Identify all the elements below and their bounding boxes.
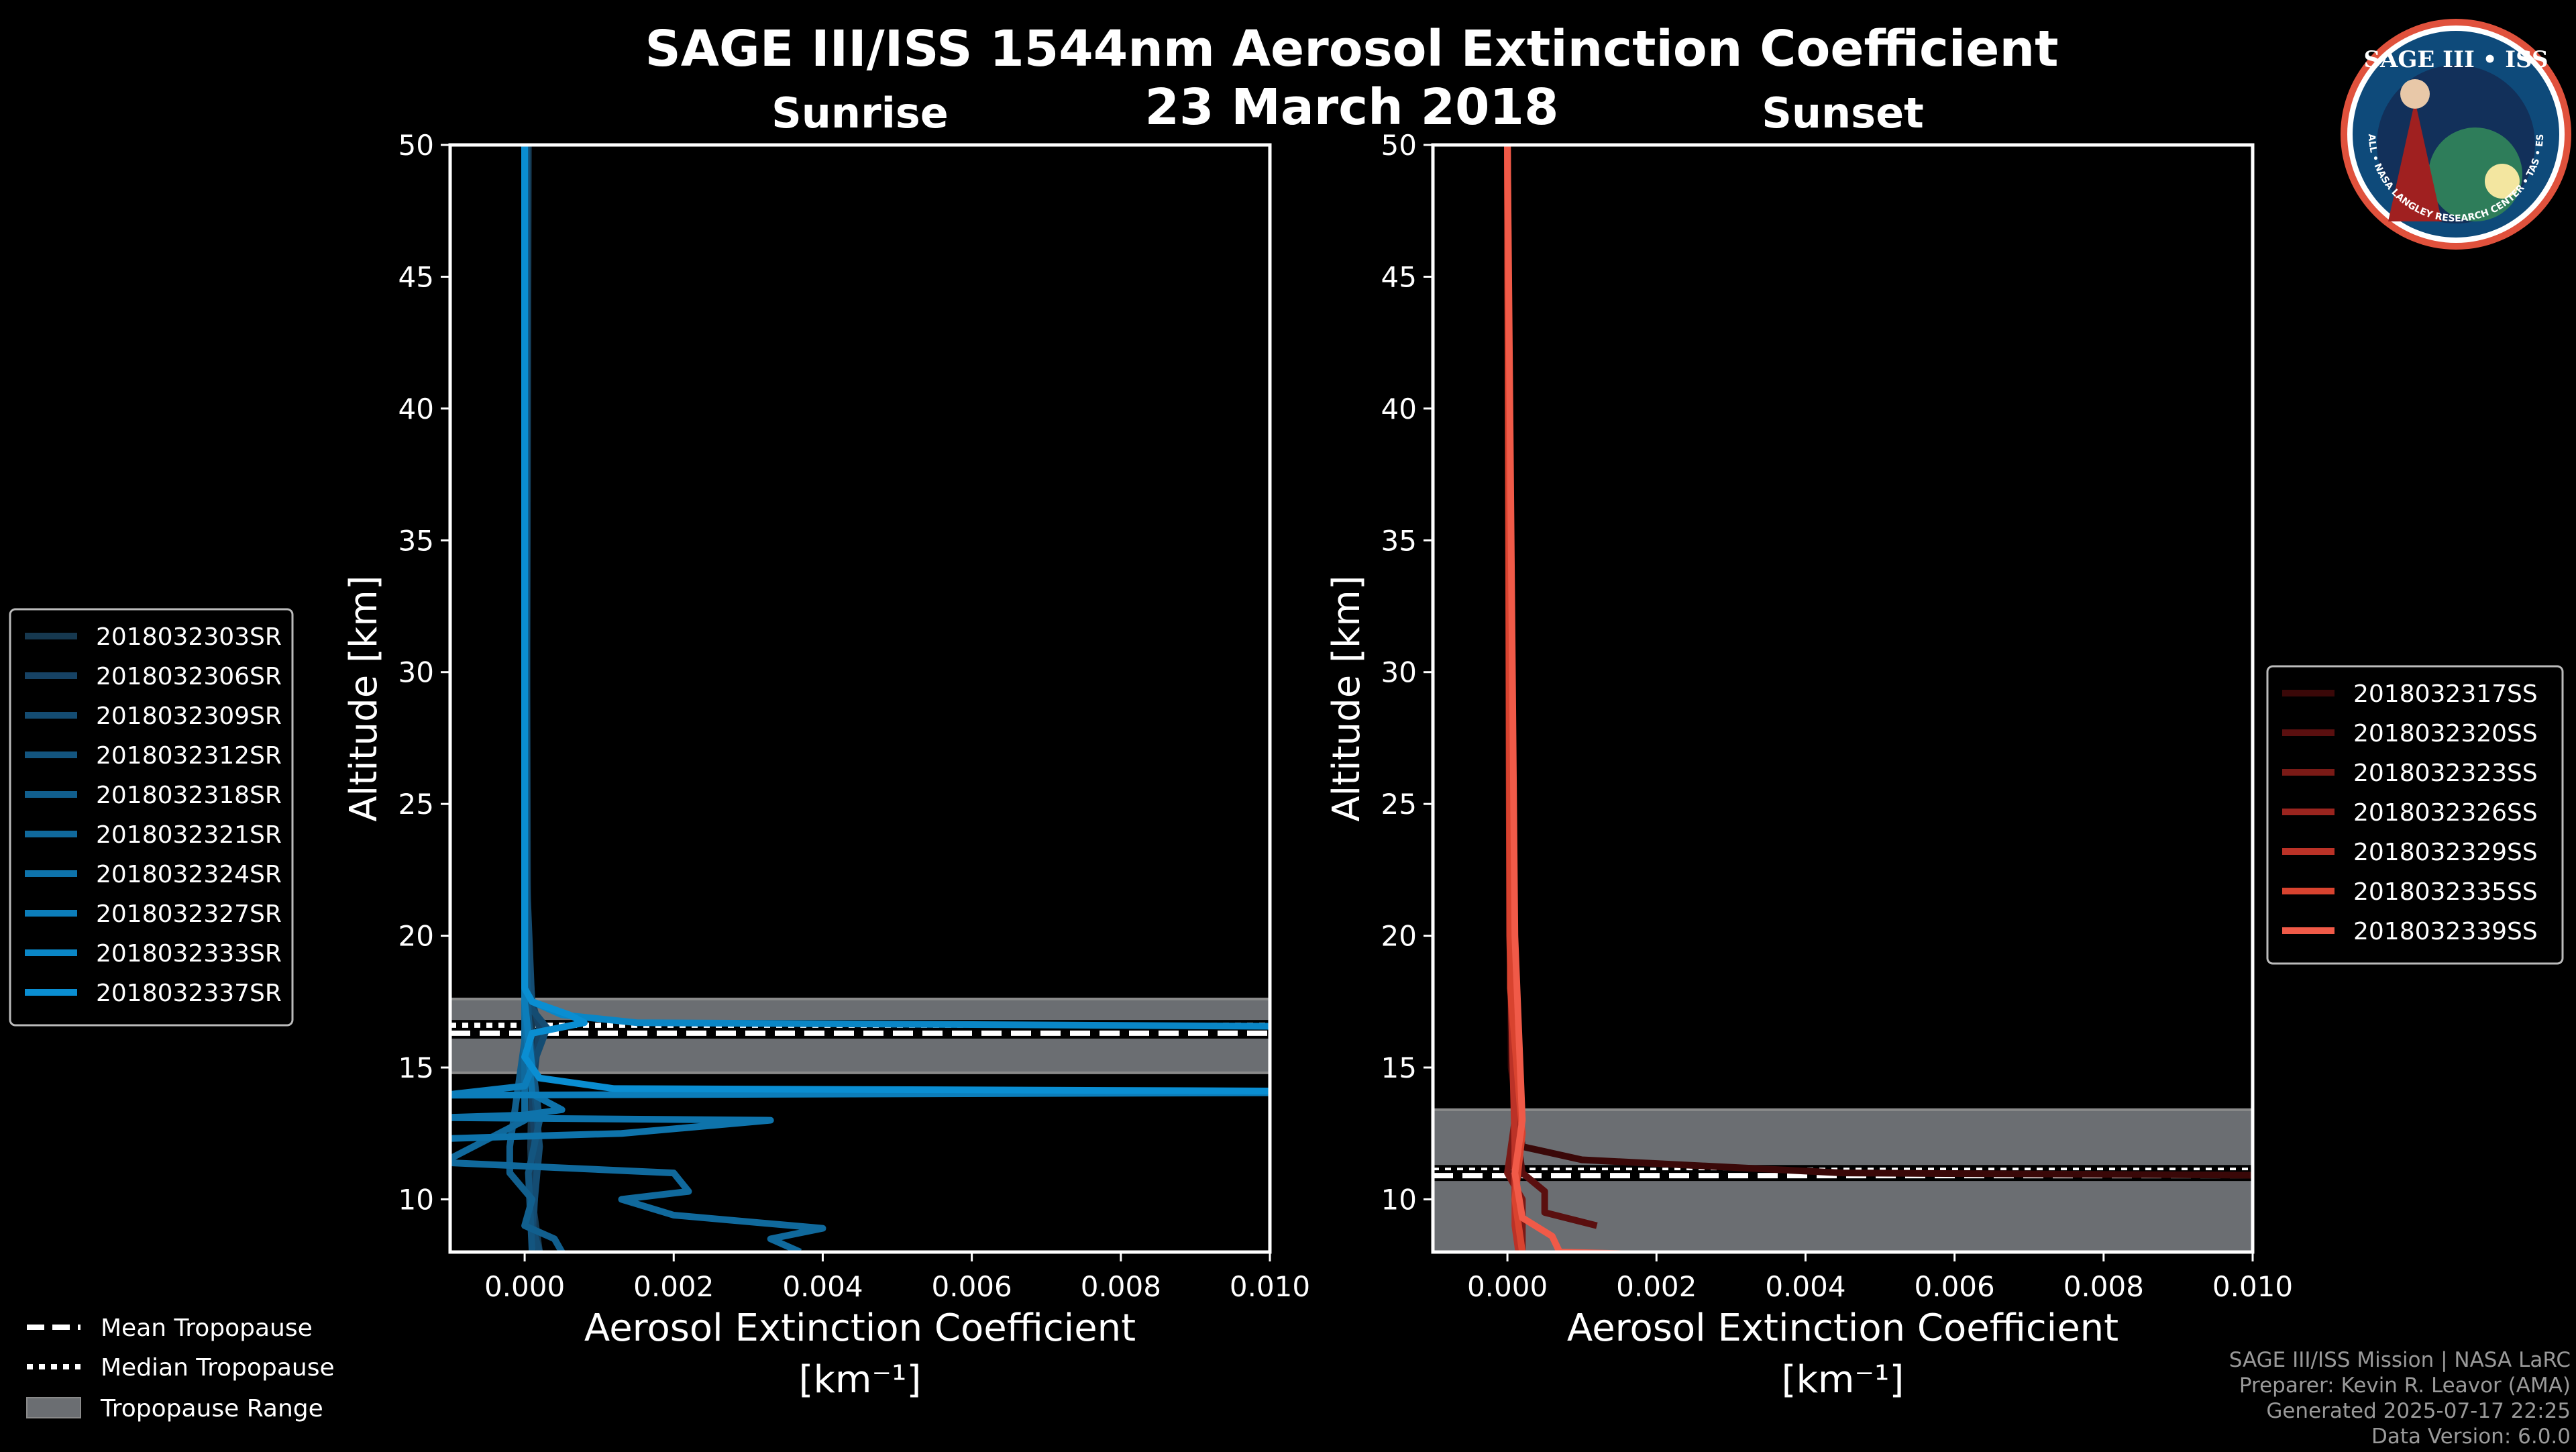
figure-date: 23 March 2018 bbox=[1144, 79, 1558, 136]
credit-mission: SAGE III/ISS Mission | NASA LaRC bbox=[2229, 1348, 2571, 1372]
panel-title: Sunset bbox=[1762, 89, 1924, 138]
median-tropopause-label: Median Tropopause bbox=[101, 1354, 335, 1382]
legend-entry: 2018032323SS bbox=[2353, 760, 2538, 787]
series-line-2018032337SR bbox=[521, 145, 1270, 1094]
legend-frame bbox=[9, 608, 294, 1027]
figure-title: SAGE III/ISS 1544nm Aerosol Extinction C… bbox=[645, 20, 2058, 78]
y-tick-label: 20 bbox=[398, 920, 434, 953]
sunrise-legend: 2018032303SR 2018032306SR 2018032309SR 2018… bbox=[9, 608, 294, 1027]
y-tick-label: 15 bbox=[398, 1051, 434, 1084]
x-tick-label: 0.010 bbox=[2212, 1270, 2293, 1303]
x-axis-label: Aerosol Extinction Coefficient bbox=[1567, 1306, 2118, 1350]
x-tick-label: 0.008 bbox=[2063, 1270, 2144, 1303]
legend-entry: 2018032339SS bbox=[2353, 918, 2538, 945]
y-tick-label: 40 bbox=[1381, 393, 1417, 425]
legend-entry: 2018032324SR bbox=[96, 861, 282, 888]
x-tick-label: 0.010 bbox=[1230, 1270, 1310, 1303]
logo-text: SAGE III • ISS bbox=[2363, 46, 2548, 73]
legend-frame bbox=[2266, 665, 2564, 965]
tropopause-range-label: Tropopause Range bbox=[100, 1395, 323, 1422]
series-line-2018032339SS bbox=[1504, 145, 1657, 1252]
legend-entry: 2018032303SR bbox=[96, 623, 282, 651]
credits: SAGE III/ISS Mission | NASA LaRC Prepare… bbox=[2229, 1348, 2571, 1449]
x-tick-label: 0.006 bbox=[1915, 1270, 1995, 1303]
axes-frame bbox=[1431, 143, 2255, 1254]
x-tick-label: 0.002 bbox=[1616, 1270, 1697, 1303]
y-tick-label: 45 bbox=[398, 260, 434, 293]
legend-entry: 2018032320SS bbox=[2353, 720, 2538, 747]
tropopause-range-swatch bbox=[26, 1397, 81, 1418]
legend-entry: 2018032326SS bbox=[2353, 799, 2538, 827]
series-line-2018032321SR bbox=[450, 145, 826, 1252]
x-tick-label: 0.000 bbox=[1467, 1270, 1548, 1303]
legend-entry: 2018032337SR bbox=[96, 980, 282, 1007]
y-axis-label: Altitude [km] bbox=[1325, 575, 1368, 821]
y-tick-label: 35 bbox=[398, 524, 434, 557]
legend-entry: 2018032306SR bbox=[96, 663, 282, 690]
sunrise-panel: 0.000 0.002 0.004 0.006 0.008 0.010 10 15 20 25 30… bbox=[9, 89, 1310, 1402]
tropopause-legend: Mean Tropopause Median Tropopause Tropop… bbox=[26, 1314, 335, 1422]
y-tick-label: 50 bbox=[398, 129, 434, 162]
legend-entry: 2018032309SR bbox=[96, 703, 282, 730]
legend-entry: 2018032335SS bbox=[2353, 878, 2538, 906]
mean-tropopause-label: Mean Tropopause bbox=[101, 1314, 313, 1342]
plot-area bbox=[1433, 145, 2253, 1252]
sunset-panel: 0.000 0.002 0.004 0.006 0.008 0.010 10 15 20 25 30… bbox=[1325, 89, 2564, 1402]
y-tick-label: 40 bbox=[398, 393, 434, 425]
x-tick-label: 0.004 bbox=[782, 1270, 863, 1303]
x-tick-label: 0.006 bbox=[932, 1270, 1012, 1303]
y-tick-label: 15 bbox=[1381, 1051, 1417, 1084]
y-axis-label: Altitude [km] bbox=[342, 575, 386, 821]
y-tick-label: 25 bbox=[398, 788, 434, 821]
x-axis-unit: [km⁻¹] bbox=[799, 1358, 922, 1402]
x-tick-label: 0.000 bbox=[484, 1270, 565, 1303]
y-tick-label: 35 bbox=[1381, 524, 1417, 557]
legend-entry: 2018032327SR bbox=[96, 900, 282, 928]
x-tick-label: 0.004 bbox=[1765, 1270, 1845, 1303]
credit-data-version: Data Version: 6.0.0 bbox=[2371, 1424, 2571, 1449]
credit-generated: Generated 2025-07-17 22:25 bbox=[2266, 1399, 2571, 1423]
legend-entry: 2018032333SR bbox=[96, 940, 282, 968]
x-axis-unit: [km⁻¹] bbox=[1782, 1358, 1904, 1402]
y-tick-label: 30 bbox=[1381, 656, 1417, 689]
x-tick-label: 0.002 bbox=[633, 1270, 714, 1303]
legend-entry: 2018032321SR bbox=[96, 821, 282, 849]
x-axis-label: Aerosol Extinction Coefficient bbox=[584, 1306, 1136, 1350]
sunset-legend: 2018032317SS 2018032320SS 2018032323SS 2018… bbox=[2266, 665, 2564, 965]
y-tick-label: 45 bbox=[1381, 260, 1417, 293]
y-tick-label: 25 bbox=[1381, 788, 1417, 821]
y-tick-label: 10 bbox=[398, 1183, 434, 1216]
y-tick-label: 20 bbox=[1381, 920, 1417, 953]
panel-title: Sunrise bbox=[771, 89, 949, 138]
x-tick-label: 0.008 bbox=[1081, 1270, 1161, 1303]
credit-preparer: Preparer: Kevin R. Leavor (AMA) bbox=[2239, 1373, 2571, 1398]
y-tick-label: 10 bbox=[1381, 1183, 1417, 1216]
legend-entry: 2018032318SR bbox=[96, 782, 282, 809]
y-tick-label: 30 bbox=[398, 656, 434, 689]
y-tick-label: 50 bbox=[1381, 129, 1417, 162]
legend-entry: 2018032329SS bbox=[2353, 839, 2538, 866]
axes-frame bbox=[448, 143, 1272, 1254]
legend-entry: 2018032312SR bbox=[96, 742, 282, 770]
legend-entry: 2018032317SS bbox=[2353, 680, 2538, 708]
